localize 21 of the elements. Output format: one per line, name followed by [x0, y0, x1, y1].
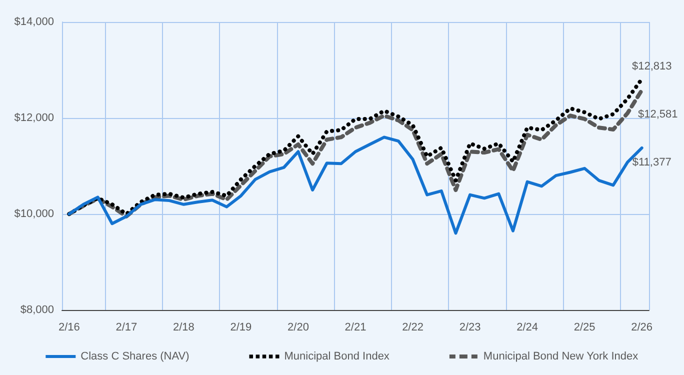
data-label: $12,581 — [638, 108, 678, 121]
x-tick-label: 2/23 — [459, 322, 481, 334]
x-tick-label: 2/24 — [516, 322, 538, 334]
x-tick-label: 2/18 — [172, 322, 194, 334]
x-tick-label: 2/16 — [58, 322, 80, 334]
y-tick-label: $8,000 — [20, 304, 54, 316]
y-tick-label: $10,000 — [14, 208, 54, 220]
x-tick-label: 2/26 — [631, 322, 653, 334]
x-tick-label: 2/25 — [574, 322, 596, 334]
data-label: $11,377 — [632, 156, 672, 168]
x-tick-label: 2/20 — [288, 322, 309, 334]
data-label: $12,813 — [632, 60, 672, 72]
x-tick-label: 2/22 — [402, 322, 424, 334]
legend-label: Municipal Bond New York Index — [483, 350, 639, 362]
legend-label: Municipal Bond Index — [284, 350, 390, 362]
x-tick-label: 2/19 — [230, 322, 252, 334]
y-tick-label: $14,000 — [14, 16, 54, 28]
y-tick-label: $12,000 — [14, 112, 54, 124]
x-tick-label: 2/17 — [116, 322, 138, 334]
x-tick-label: 2/21 — [344, 322, 366, 334]
legend-label: Class C Shares (NAV) — [80, 350, 190, 362]
